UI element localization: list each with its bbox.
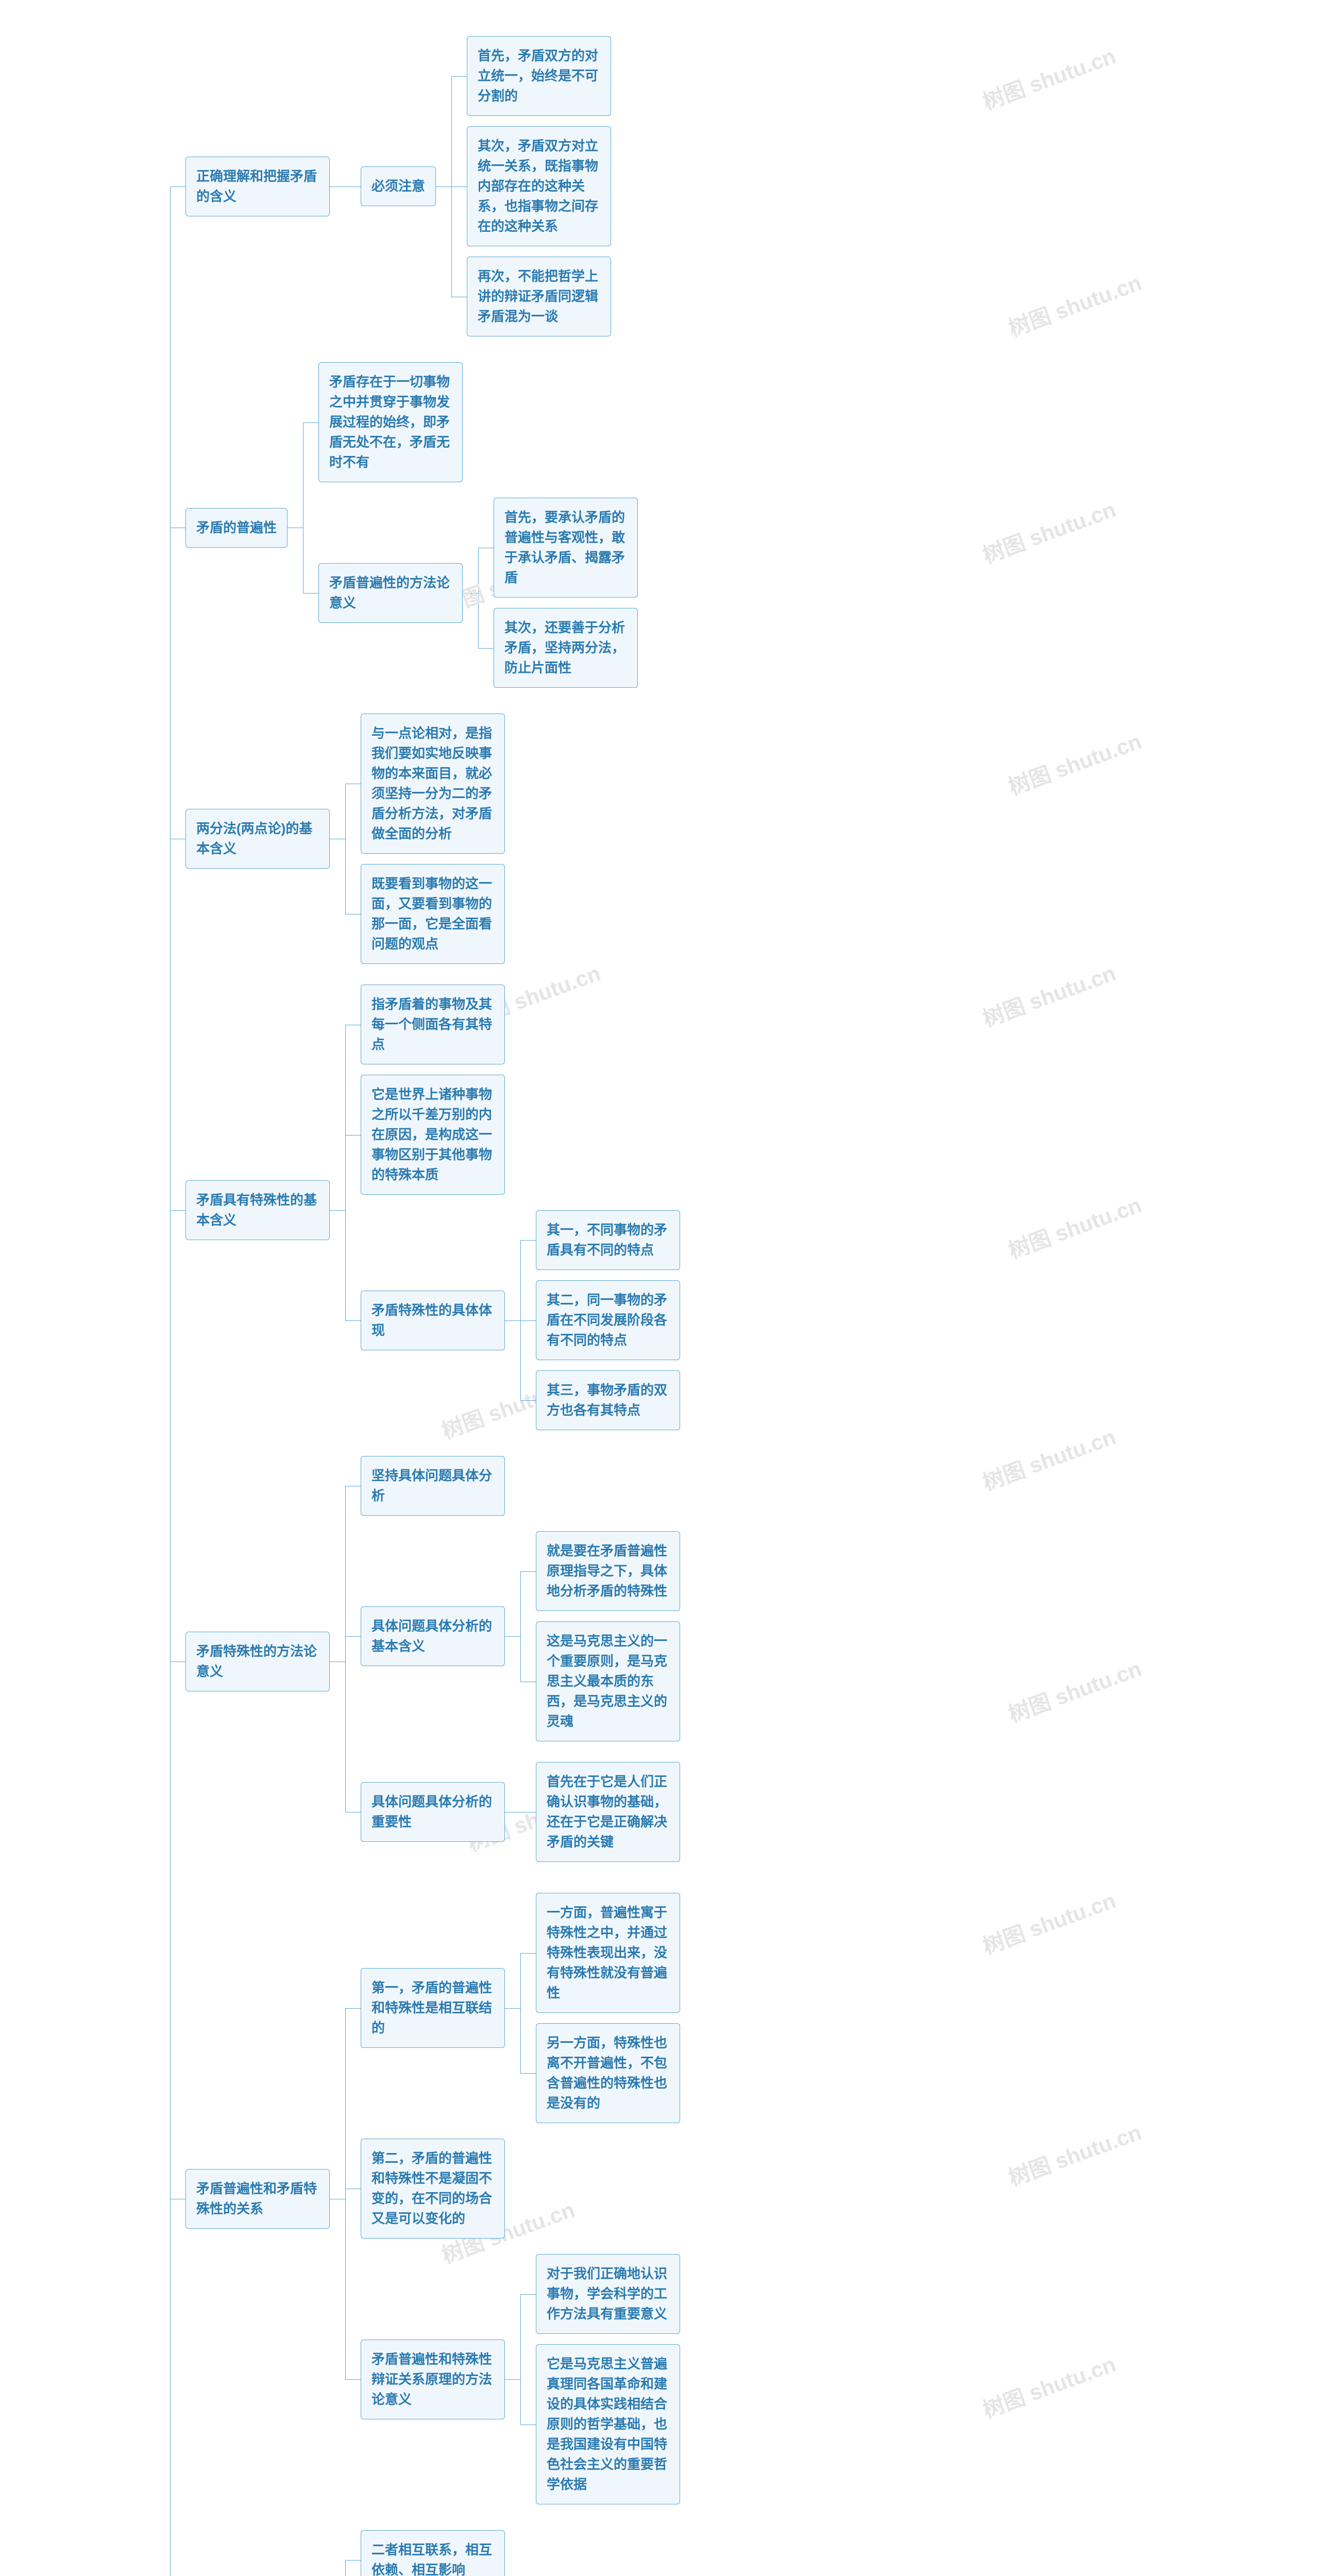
tree-node: 具体问题具体分析的重要性首先在于它是人们正确认识事物的基础，还在于它是正确解决矛… <box>361 1757 680 1867</box>
tree-node: 另一方面，特殊性也离不开普遍性，不包含普遍性的特殊性也是没有的 <box>536 2023 680 2123</box>
node-label: 二者相互联系，相互依赖、相互影响 <box>361 2530 505 2576</box>
children-group: 矛盾存在于一切事物之中并贯穿于事物发展过程的始终，即矛盾无处不在，矛盾无时不有矛… <box>318 357 638 698</box>
node-label: 它是世界上诸种事物之所以千差万别的内在原因，是构成这一事物区别于其他事物的特殊本… <box>361 1075 505 1195</box>
tree-node: 其二，同一事物的矛盾在不同发展阶段各有不同的特点 <box>536 1280 680 1360</box>
node-label: 坚持具体问题具体分析 <box>361 1456 505 1516</box>
children-group: 第一，矛盾的普遍性和特殊性是相互联结的一方面，普遍性寓于特殊性之中，并通过特殊性… <box>361 1883 680 2515</box>
node-label: 其三，事物矛盾的双方也各有其特点 <box>536 1370 680 1430</box>
children-group: 就是要在矛盾普遍性原理指导之下，具体地分析矛盾的特殊性这是马克思主义的一个重要原… <box>536 1526 680 1747</box>
tree-node: 第二，矛盾的普遍性和特殊性不是凝固不变的，在不同的场合又是可以变化的 <box>361 2139 680 2239</box>
node-label: 矛盾普遍性和矛盾特殊性的关系 <box>185 2169 330 2229</box>
tree-node: 首先在于它是人们正确认识事物的基础，还在于它是正确解决矛盾的关键 <box>536 1762 680 1862</box>
children-group: 首先，要承认矛盾的普遍性与客观性，敢于承认矛盾、揭露矛盾其次，还要善于分析矛盾，… <box>494 493 638 693</box>
tree-node: 指矛盾着的事物及其每一个侧面各有其特点 <box>361 985 680 1064</box>
children-group: 一方面，普遍性寓于特殊性之中，并通过特殊性表现出来，没有特殊性就没有普遍性另一方… <box>536 1888 680 2128</box>
node-label: 首先，矛盾双方的对立统一，始终是不可分割的 <box>467 36 611 116</box>
children-group: 首先，矛盾双方的对立统一，始终是不可分割的其次，矛盾双方对立统一关系，既指事物内… <box>467 31 611 342</box>
tree-node: 矛盾普遍性和特殊性辩证关系原理的方法论意义对于我们正确地认识事物，学会科学的工作… <box>361 2249 680 2510</box>
tree-node: 首先，要承认矛盾的普遍性与客观性，敢于承认矛盾、揭露矛盾 <box>494 498 638 598</box>
children-group: 正确理解和把握矛盾的含义必须注意首先，矛盾双方的对立统一，始终是不可分割的其次，… <box>185 21 826 2576</box>
tree-node: 它是世界上诸种事物之所以千差万别的内在原因，是构成这一事物区别于其他事物的特殊本… <box>361 1075 680 1195</box>
node-label: 第一，矛盾的普遍性和特殊性是相互联结的 <box>361 1968 505 2048</box>
mindmap-container: 2022高考政治唯物辩证法知识点正确理解和把握矛盾的含义必须注意首先，矛盾双方的… <box>10 21 1319 2576</box>
tree-node: 其一，不同事物的矛盾具有不同的特点 <box>536 1210 680 1270</box>
node-label: 其二，同一事物的矛盾在不同发展阶段各有不同的特点 <box>536 1280 680 1360</box>
node-label: 其一，不同事物的矛盾具有不同的特点 <box>536 1210 680 1270</box>
children-group: 坚持具体问题具体分析具体问题具体分析的基本含义就是要在矛盾普遍性原理指导之下，具… <box>361 1451 680 1872</box>
node-label: 与一点论相对，是指我们要如实地反映事物的本来面目，就必须坚持一分为二的矛盾分析方… <box>361 714 505 854</box>
node-label: 既要看到事物的这一面，又要看到事物的那一面，它是全面看问题的观点 <box>361 864 505 964</box>
tree-node: 首先，矛盾双方的对立统一，始终是不可分割的 <box>467 36 611 116</box>
node-label: 首先在于它是人们正确认识事物的基础，还在于它是正确解决矛盾的关键 <box>536 1762 680 1862</box>
tree-node: 矛盾普遍性的方法论意义首先，要承认矛盾的普遍性与客观性，敢于承认矛盾、揭露矛盾其… <box>318 493 638 693</box>
children-group: 必须注意首先，矛盾双方的对立统一，始终是不可分割的其次，矛盾双方对立统一关系，既… <box>361 26 611 347</box>
tree-node: 两分法(两点论)的基本含义与一点论相对，是指我们要如实地反映事物的本来面目，就必… <box>185 708 826 969</box>
node-label: 再次，不能把哲学上讲的辩证矛盾同逻辑矛盾混为一谈 <box>467 257 611 336</box>
node-label: 具体问题具体分析的重要性 <box>361 1782 505 1842</box>
children-group: 首先在于它是人们正确认识事物的基础，还在于它是正确解决矛盾的关键 <box>536 1757 680 1867</box>
tree-node: 对于我们正确地认识事物，学会科学的工作方法具有重要意义 <box>536 2254 680 2334</box>
node-label: 其次，矛盾双方对立统一关系，既指事物内部存在的这种关系，也指事物之间存在的这种关… <box>467 126 611 246</box>
node-label: 对于我们正确地认识事物，学会科学的工作方法具有重要意义 <box>536 2254 680 2334</box>
tree-node: 就是要在矛盾普遍性原理指导之下，具体地分析矛盾的特殊性 <box>536 1531 680 1611</box>
tree-node: 正确理解和把握矛盾的含义必须注意首先，矛盾双方的对立统一，始终是不可分割的其次，… <box>185 26 826 347</box>
tree-node: 矛盾的普遍性矛盾存在于一切事物之中并贯穿于事物发展过程的始终，即矛盾无处不在，矛… <box>185 357 826 698</box>
tree-node: 矛盾具有特殊性的基本含义指矛盾着的事物及其每一个侧面各有其特点它是世界上诸种事物… <box>185 979 826 1440</box>
children-group: 对于我们正确地认识事物，学会科学的工作方法具有重要意义它是马克思主义普遍真理同各… <box>536 2249 680 2510</box>
children-group: 与一点论相对，是指我们要如实地反映事物的本来面目，就必须坚持一分为二的矛盾分析方… <box>361 708 505 969</box>
node-label: 矛盾特殊性的方法论意义 <box>185 1632 330 1691</box>
tree-node: 具体问题具体分析的基本含义就是要在矛盾普遍性原理指导之下，具体地分析矛盾的特殊性… <box>361 1526 680 1747</box>
node-label: 矛盾的普遍性 <box>185 508 288 548</box>
tree-node: 这是马克思主义的一个重要原则，是马克思主义最本质的东西，是马克思主义的灵魂 <box>536 1621 680 1741</box>
node-label: 必须注意 <box>361 166 436 206</box>
tree-node: 与一点论相对，是指我们要如实地反映事物的本来面目，就必须坚持一分为二的矛盾分析方… <box>361 714 505 854</box>
tree-node: 既要看到事物的这一面，又要看到事物的那一面，它是全面看问题的观点 <box>361 864 505 964</box>
node-label: 它是马克思主义普遍真理同各国革命和建设的具体实践相结合原则的哲学基础，也是我国建… <box>536 2344 680 2504</box>
tree-node: 其次，还要善于分析矛盾，坚持两分法，防止片面性 <box>494 608 638 688</box>
node-label: 一方面，普遍性寓于特殊性之中，并通过特殊性表现出来，没有特殊性就没有普遍性 <box>536 1893 680 2013</box>
node-label: 具体问题具体分析的基本含义 <box>361 1606 505 1666</box>
tree-node: 二者相互联系，相互依赖、相互影响 <box>361 2530 680 2576</box>
tree-node: 矛盾特殊性的方法论意义坚持具体问题具体分析具体问题具体分析的基本含义就是要在矛盾… <box>185 1451 826 1872</box>
node-label: 指矛盾着的事物及其每一个侧面各有其特点 <box>361 985 505 1064</box>
tree-node: 它是马克思主义普遍真理同各国革命和建设的具体实践相结合原则的哲学基础，也是我国建… <box>536 2344 680 2504</box>
node-label: 另一方面，特殊性也离不开普遍性，不包含普遍性的特殊性也是没有的 <box>536 2023 680 2123</box>
node-label: 正确理解和把握矛盾的含义 <box>185 157 330 216</box>
node-label: 矛盾普遍性和特殊性辩证关系原理的方法论意义 <box>361 2340 505 2419</box>
children-group: 其一，不同事物的矛盾具有不同的特点其二，同一事物的矛盾在不同发展阶段各有不同的特… <box>536 1205 680 1435</box>
node-label: 矛盾特殊性的具体体现 <box>361 1291 505 1350</box>
tree-node: 一方面，普遍性寓于特殊性之中，并通过特殊性表现出来，没有特殊性就没有普遍性 <box>536 1893 680 2013</box>
tree-node: 第一，矛盾的普遍性和特殊性是相互联结的一方面，普遍性寓于特殊性之中，并通过特殊性… <box>361 1888 680 2128</box>
node-label: 第二，矛盾的普遍性和特殊性不是凝固不变的，在不同的场合又是可以变化的 <box>361 2139 505 2239</box>
tree-node: 矛盾普遍性和矛盾特殊性的关系第一，矛盾的普遍性和特殊性是相互联结的一方面，普遍性… <box>185 1883 826 2515</box>
tree-node: 必须注意首先，矛盾双方的对立统一，始终是不可分割的其次，矛盾双方对立统一关系，既… <box>361 31 611 342</box>
tree-node: 再次，不能把哲学上讲的辩证矛盾同逻辑矛盾混为一谈 <box>467 257 611 336</box>
tree-node: 矛盾特殊性的具体体现其一，不同事物的矛盾具有不同的特点其二，同一事物的矛盾在不同… <box>361 1205 680 1435</box>
tree-node: 其三，事物矛盾的双方也各有其特点 <box>536 1370 680 1430</box>
root-node: 2022高考政治唯物辩证法知识点正确理解和把握矛盾的含义必须注意首先，矛盾双方的… <box>10 21 826 2576</box>
node-label: 这是马克思主义的一个重要原则，是马克思主义最本质的东西，是马克思主义的灵魂 <box>536 1621 680 1741</box>
node-label: 矛盾具有特殊性的基本含义 <box>185 1180 330 1240</box>
node-label: 矛盾存在于一切事物之中并贯穿于事物发展过程的始终，即矛盾无处不在，矛盾无时不有 <box>318 362 463 482</box>
tree-node: 坚持具体问题具体分析 <box>361 1456 680 1516</box>
node-label: 两分法(两点论)的基本含义 <box>185 809 330 869</box>
children-group: 指矛盾着的事物及其每一个侧面各有其特点它是世界上诸种事物之所以千差万别的内在原因… <box>361 979 680 1440</box>
tree-node: 矛盾存在于一切事物之中并贯穿于事物发展过程的始终，即矛盾无处不在，矛盾无时不有 <box>318 362 638 482</box>
node-label: 首先，要承认矛盾的普遍性与客观性，敢于承认矛盾、揭露矛盾 <box>494 498 638 598</box>
tree-node: 其次，矛盾双方对立统一关系，既指事物内部存在的这种关系，也指事物之间存在的这种关… <box>467 126 611 246</box>
node-label: 矛盾普遍性的方法论意义 <box>318 563 463 623</box>
children-group: 二者相互联系，相互依赖、相互影响但它们又不是绝对的、一成不变的，在一定条件下可以… <box>361 2525 680 2576</box>
node-label: 就是要在矛盾普遍性原理指导之下，具体地分析矛盾的特殊性 <box>536 1531 680 1611</box>
tree-node: 主要矛盾和次要矛盾的关系二者相互联系，相互依赖、相互影响但它们又不是绝对的、一成… <box>185 2525 826 2576</box>
node-label: 其次，还要善于分析矛盾，坚持两分法，防止片面性 <box>494 608 638 688</box>
